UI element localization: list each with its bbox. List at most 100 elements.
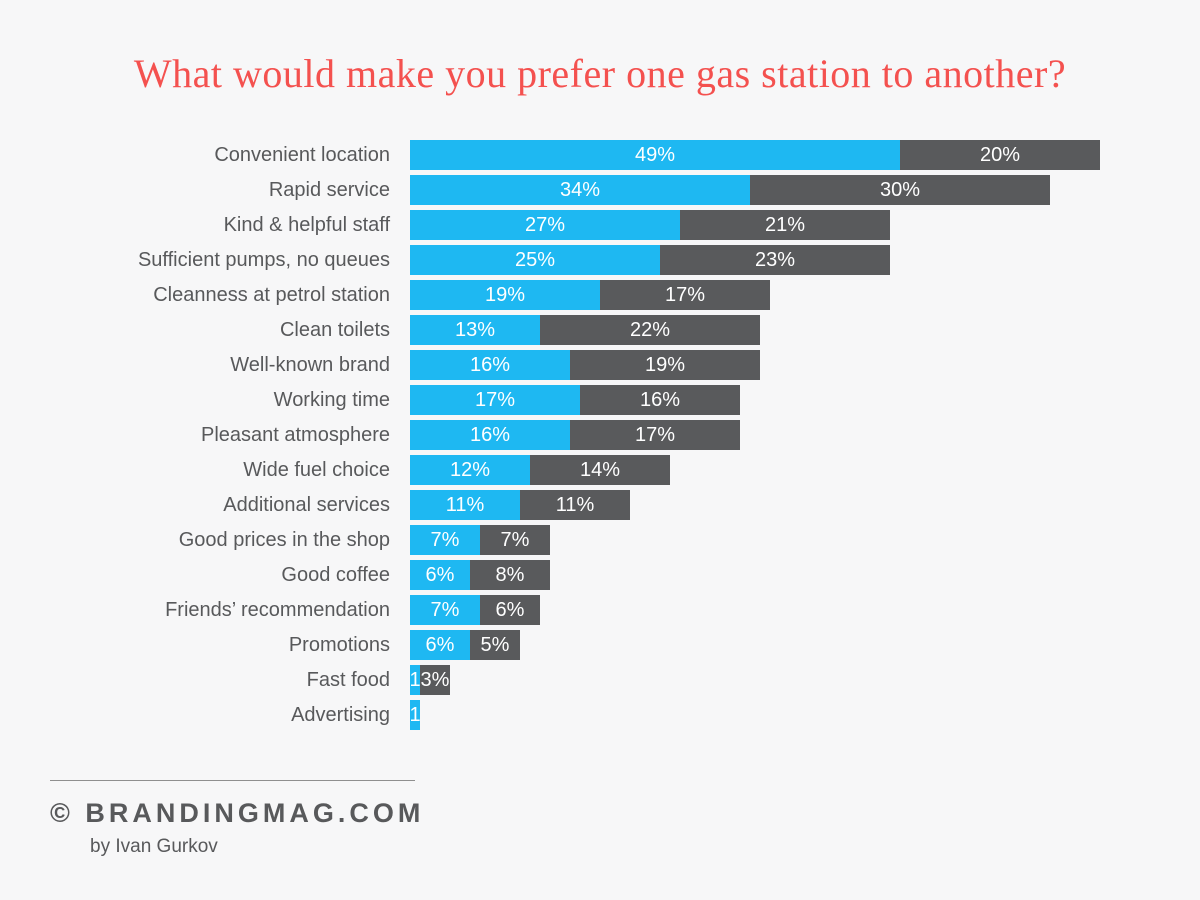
bar-value-label: 8%: [495, 563, 525, 586]
chart-row: Wide fuel choice 12% 14%: [30, 455, 1200, 485]
chart-row: Cleanness at petrol station 19% 17%: [30, 280, 1200, 310]
chart-title: What would make you prefer one gas stati…: [133, 51, 1067, 96]
chart-row: Good prices in the shop 7% 7%: [30, 525, 1200, 555]
bar-segment-secondary: 17%: [570, 420, 740, 450]
category-label: Well-known brand: [230, 353, 390, 376]
bar-value-label: 19%: [644, 353, 686, 376]
bar-segment-secondary: 6%: [480, 595, 540, 625]
bar-value-label: 5%: [480, 633, 510, 656]
bar-value-label: 16%: [639, 388, 681, 411]
bar-segment-secondary: 14%: [530, 455, 670, 485]
bar-value-label: 13%: [454, 318, 496, 341]
category-label: Rapid service: [268, 178, 390, 201]
category-label: Working time: [273, 388, 390, 411]
bar-value-label: 3%: [420, 668, 450, 691]
category-label: Cleanness at petrol station: [153, 283, 390, 306]
bar-segment-secondary: 19%: [570, 350, 760, 380]
chart-row: Working time 17% 16%: [30, 385, 1200, 415]
bar-segment-secondary: 20%: [900, 140, 1100, 170]
category-label: Advertising: [291, 703, 390, 726]
category-label: Wide fuel choice: [243, 458, 390, 481]
category-label: Promotions: [288, 633, 390, 656]
bar-segment-primary: 7%: [410, 595, 480, 625]
bar-value-label: 7%: [430, 598, 460, 621]
chart-row: Promotions 6% 5%: [30, 630, 1200, 660]
chart-row: Advertising 1: [30, 700, 1200, 730]
bar-value-label: 7%: [430, 528, 460, 551]
bar-value-label: 1: [409, 668, 421, 691]
chart-row: Convenient location 49% 20%: [30, 140, 1200, 170]
chart-row: Good coffee 6% 8%: [30, 560, 1200, 590]
bar-segment-primary: 25%: [410, 245, 660, 275]
chart-row: Fast food 1 3%: [30, 665, 1200, 695]
author-byline: by Ivan Gurkov: [90, 836, 218, 857]
chart-row: Clean toilets 13% 22%: [30, 315, 1200, 345]
chart-row: Rapid service 34% 30%: [30, 175, 1200, 205]
bar-segment-primary: 6%: [410, 560, 470, 590]
bar-segment-secondary: 5%: [470, 630, 520, 660]
bar-value-label: 6%: [495, 598, 525, 621]
bar-value-label: 7%: [500, 528, 530, 551]
chart-row: Well-known brand 16% 19%: [30, 350, 1200, 380]
chart-row: Friends’ recommendation 7% 6%: [30, 595, 1200, 625]
bar-value-label: 16%: [469, 353, 511, 376]
bar-value-label: 49%: [634, 143, 676, 166]
bar-segment-primary: 7%: [410, 525, 480, 555]
bar-value-label: 17%: [474, 388, 516, 411]
bar-value-label: 11%: [445, 493, 485, 516]
bar-segment-primary: 16%: [410, 350, 570, 380]
bar-segment-primary: 19%: [410, 280, 600, 310]
category-label: Sufficient pumps, no queues: [137, 248, 390, 271]
bar-value-label: 22%: [629, 318, 671, 341]
bar-segment-secondary: 21%: [680, 210, 890, 240]
footer: © BRANDINGMAG.COM by Ivan Gurkov: [50, 780, 1200, 858]
brand-credit: © BRANDINGMAG.COM: [50, 798, 425, 828]
bar-segment-primary: 13%: [410, 315, 540, 345]
bar-value-label: 30%: [879, 178, 921, 201]
category-label: Friends’ recommendation: [165, 598, 390, 621]
category-label: Kind & helpful staff: [223, 213, 390, 236]
bar-segment-secondary: 30%: [750, 175, 1050, 205]
footer-divider: [50, 780, 415, 781]
category-label: Fast food: [306, 668, 390, 691]
bar-value-label: 27%: [524, 213, 566, 236]
bar-segment-primary: 12%: [410, 455, 530, 485]
bar-segment-secondary: 22%: [540, 315, 760, 345]
bar-value-label: 14%: [579, 458, 621, 481]
bar-segment-secondary: 8%: [470, 560, 550, 590]
bar-segment-primary: 49%: [410, 140, 900, 170]
chart-row: Additional services 11% 11%: [30, 490, 1200, 520]
bar-value-label: 6%: [425, 633, 455, 656]
chart-row: Kind & helpful staff 27% 21%: [30, 210, 1200, 240]
bar-value-label: 21%: [764, 213, 806, 236]
bar-segment-secondary: 11%: [520, 490, 630, 520]
bar-value-label: 23%: [754, 248, 796, 271]
bar-value-label: 34%: [559, 178, 601, 201]
bar-segment-primary: 1: [409, 665, 421, 695]
bar-segment-secondary: 16%: [580, 385, 740, 415]
bar-segment-primary: 34%: [410, 175, 750, 205]
category-label: Clean toilets: [279, 318, 390, 341]
bar-segment-primary: 27%: [410, 210, 680, 240]
category-label: Additional services: [223, 493, 390, 516]
bar-segment-primary: 6%: [410, 630, 470, 660]
bar-segment-secondary: 7%: [480, 525, 550, 555]
bar-segment-primary: 16%: [410, 420, 570, 450]
bar-value-label: 19%: [484, 283, 526, 306]
category-label: Convenient location: [214, 143, 390, 166]
bar-value-label: 1: [409, 703, 421, 726]
bar-value-label: 12%: [449, 458, 491, 481]
stacked-bar-chart: Convenient location 49% 20% Rapid service 34…: [30, 140, 1200, 730]
bar-value-label: 20%: [979, 143, 1021, 166]
chart-row: Pleasant atmosphere 16% 17%: [30, 420, 1200, 450]
bar-segment-primary: 1: [409, 700, 421, 730]
bar-segment-secondary: 23%: [660, 245, 890, 275]
bar-value-label: 25%: [514, 248, 556, 271]
category-label: Pleasant atmosphere: [200, 423, 390, 446]
bar-segment-secondary: 3%: [420, 665, 450, 695]
bar-value-label: 17%: [664, 283, 706, 306]
bar-value-label: 11%: [555, 493, 595, 516]
category-label: Good prices in the shop: [178, 528, 390, 551]
chart-row: Sufficient pumps, no queues 25% 23%: [30, 245, 1200, 275]
bar-value-label: 17%: [634, 423, 676, 446]
